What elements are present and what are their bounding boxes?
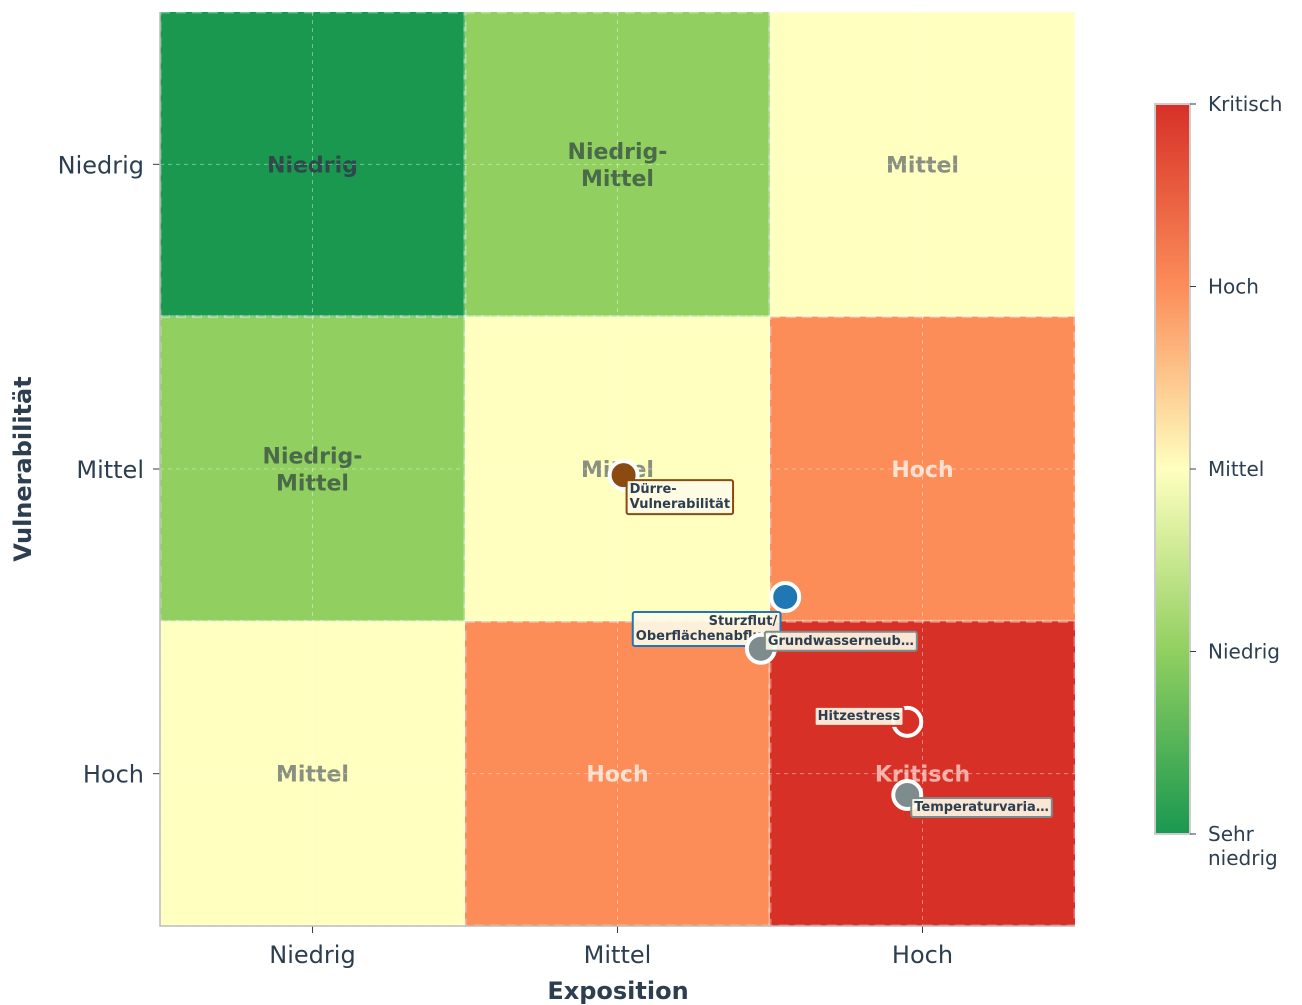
axis-frame bbox=[159, 12, 1075, 927]
matrix-cell bbox=[768, 619, 1077, 928]
matrix-cell bbox=[463, 619, 772, 928]
cell-label: Niedrig-Mittel bbox=[263, 445, 363, 497]
cell-label: Mittel bbox=[276, 763, 349, 788]
point-label-text: Sturzflut/Oberflächenabfluss bbox=[636, 614, 778, 644]
cell-label: Niedrig bbox=[267, 153, 358, 178]
y-tick-label: Niedrig bbox=[58, 151, 144, 179]
y-axis-title: Vulnerabilität bbox=[9, 376, 37, 561]
risk-point bbox=[769, 580, 802, 613]
matrix-cell bbox=[768, 315, 1077, 623]
point-label: Grundwasserneub… bbox=[763, 630, 918, 652]
point-label: Temperaturvaria… bbox=[910, 796, 1053, 818]
matrix-cell bbox=[768, 10, 1077, 319]
cell-label: Kritisch bbox=[875, 763, 970, 788]
cell-label: Niedrig-Mittel bbox=[568, 140, 668, 192]
point-label-box bbox=[813, 705, 905, 727]
point-label-box bbox=[763, 630, 918, 652]
colorbar bbox=[1154, 103, 1191, 835]
x-axis-title: Exposition bbox=[547, 977, 688, 1005]
point-label-box bbox=[631, 610, 782, 647]
colorbar-tick-label: Niedrig bbox=[1208, 640, 1280, 664]
x-tick-label: Niedrig bbox=[269, 941, 355, 969]
point-label-text: Grundwasserneub… bbox=[768, 634, 914, 649]
point-label: Sturzflut/Oberflächenabfluss bbox=[631, 610, 782, 647]
matrix-cell bbox=[158, 619, 467, 928]
x-tick-label: Mittel bbox=[584, 941, 652, 969]
matrix-cell bbox=[463, 10, 772, 319]
colorbar-tick-label: Kritisch bbox=[1208, 92, 1282, 116]
cell-label: Mittel bbox=[886, 153, 959, 178]
point-label-text: Hitzestress bbox=[818, 709, 901, 724]
point-label-text: Dürre-Vulnerabilität bbox=[630, 482, 730, 512]
point-label-box bbox=[910, 796, 1053, 818]
point-label: Hitzestress bbox=[813, 705, 905, 727]
colorbar-tick-label: Hoch bbox=[1208, 275, 1259, 299]
point-label: Dürre-Vulnerabilität bbox=[625, 479, 735, 516]
point-label-box bbox=[625, 479, 735, 516]
y-tick-label: Hoch bbox=[83, 761, 144, 789]
x-tick-label: Hoch bbox=[892, 941, 953, 969]
matrix-cell bbox=[158, 10, 467, 319]
cell-label: Hoch bbox=[586, 763, 648, 788]
y-tick-label: Mittel bbox=[76, 456, 144, 484]
colorbar-tick-label: Sehr niedrig bbox=[1208, 822, 1278, 870]
colorbar-tick-label: Mittel bbox=[1208, 457, 1264, 481]
point-label-text: Temperaturvaria… bbox=[914, 800, 1049, 815]
cell-label: Hoch bbox=[891, 458, 953, 483]
